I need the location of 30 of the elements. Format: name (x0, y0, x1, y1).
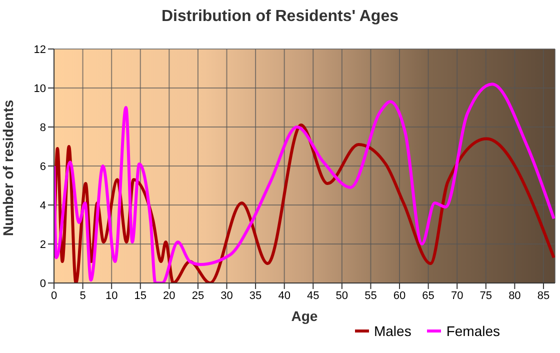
x-tick-label: 45 (307, 290, 320, 302)
x-tick-label: 0 (50, 290, 58, 302)
x-tick-label: 35 (249, 290, 262, 302)
x-tick-label: 10 (105, 290, 118, 302)
y-tick-label: 0 (40, 278, 46, 290)
x-tick-label: 65 (422, 290, 434, 302)
x-tick-label: 50 (336, 290, 348, 302)
y-tick-label: 12 (34, 44, 46, 56)
y-tick-label: 8 (40, 122, 46, 134)
x-tick-label: 15 (134, 290, 147, 302)
x-tick-label: 80 (508, 290, 521, 302)
y-tick-label: 2 (40, 238, 46, 251)
x-tick-label: 55 (364, 290, 377, 302)
x-tick-label: 25 (192, 290, 204, 302)
x-tick-label: 70 (450, 290, 464, 302)
y-tick-label: 4 (40, 200, 46, 212)
x-tick-label: 20 (163, 290, 176, 302)
x-tick-label: 5 (80, 290, 86, 302)
y-axis-title: Number of residents (0, 100, 16, 236)
legend-label: Males (374, 323, 412, 339)
y-tick-label: 10 (34, 82, 46, 95)
y-tick-label: 6 (40, 160, 46, 173)
legend-label: Females (446, 323, 500, 339)
x-tick-label: 60 (393, 290, 406, 302)
x-axis-title: Age (291, 308, 318, 324)
x-tick-label: 30 (220, 290, 233, 302)
x-tick-label: 75 (480, 290, 492, 302)
x-tick-label: 40 (278, 290, 290, 302)
chart-title: Distribution of Residents' Ages (160, 8, 400, 26)
x-tick-label: 85 (537, 290, 550, 302)
